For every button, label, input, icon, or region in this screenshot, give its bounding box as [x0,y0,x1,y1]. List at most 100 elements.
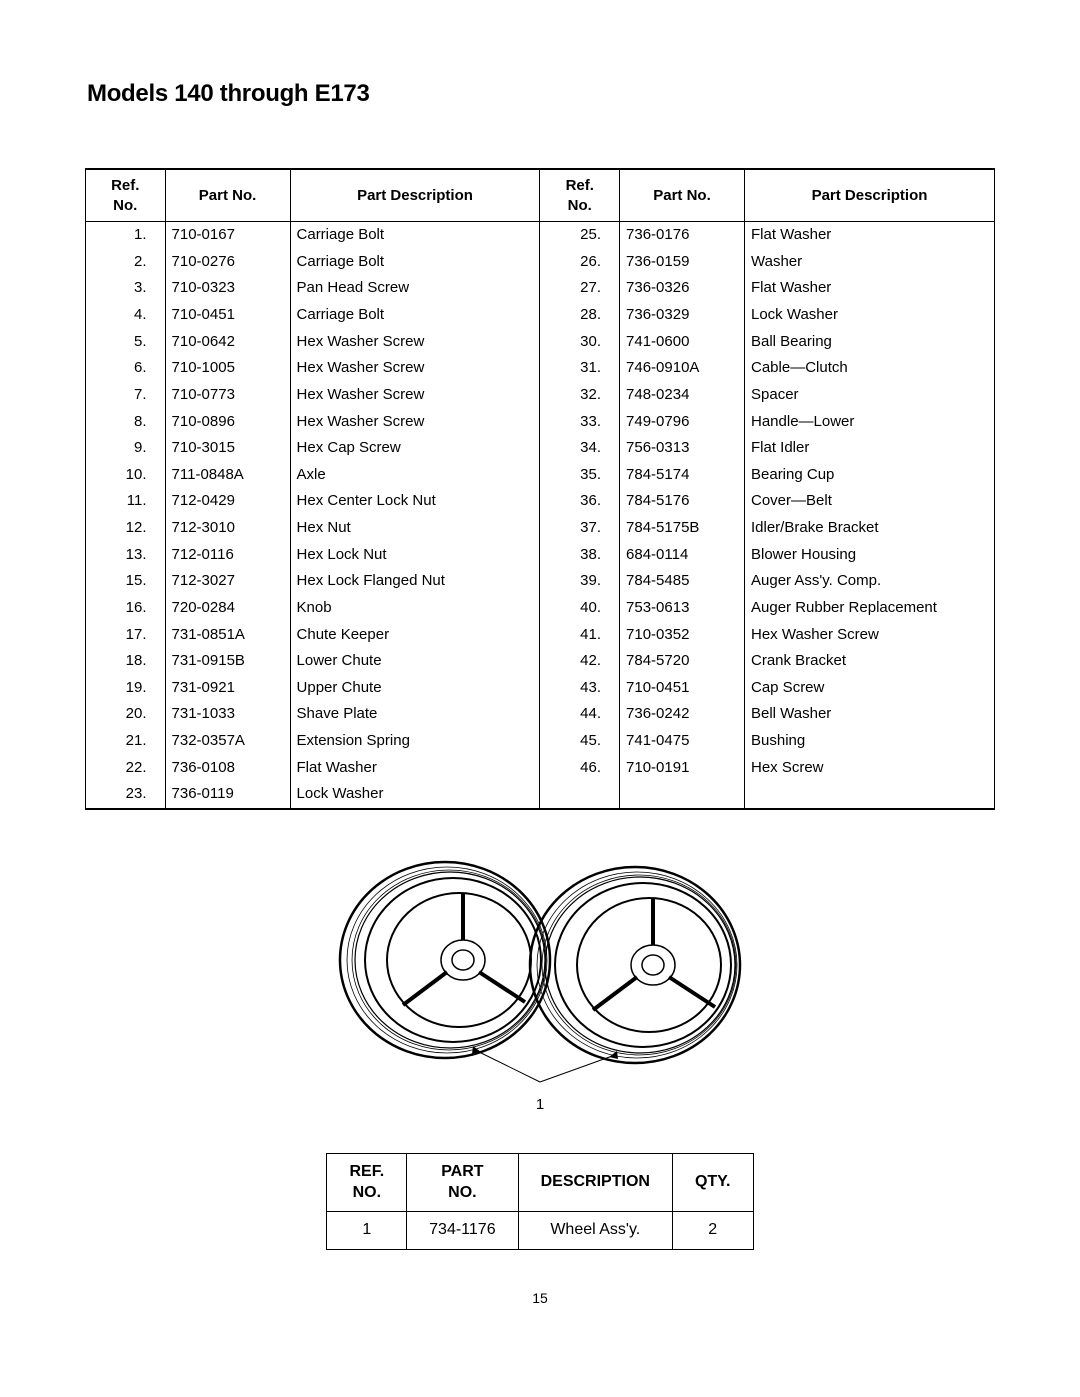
cell-partno: 710-0276 [165,249,290,276]
assy-row: 1 734-1176 Wheel Ass'y. 2 [327,1212,753,1250]
cell-desc: Hex Washer Screw [290,329,540,356]
cell-desc: Ball Bearing [745,329,995,356]
cell-desc: Flat Washer [290,755,540,782]
assembly-table: REF.NO. PARTNO. DESCRIPTION QTY. 1 734-1… [326,1153,753,1250]
cell-ref: 38. [540,542,620,569]
cell-ref: 25. [540,222,620,249]
cell-ref: 37. [540,515,620,542]
th-desc-right: Part Description [745,169,995,222]
cell-desc: Axle [290,462,540,489]
cell-partno: 784-5720 [620,648,745,675]
parts-table: Ref.No. Part No. Part Description Ref.No… [85,168,995,810]
cell-ref: 6. [86,355,166,382]
cell-ref: 31. [540,355,620,382]
figure-label: 1 [85,1096,995,1113]
table-row: 19.731-0921Upper Chute43.710-0451Cap Scr… [86,675,995,702]
cell-ref: 42. [540,648,620,675]
cell-desc: Cover—Belt [745,488,995,515]
cell-desc: Auger Ass'y. Comp. [745,568,995,595]
cell-partno: 736-0159 [620,249,745,276]
cell-desc: Shave Plate [290,701,540,728]
cell-partno: 736-0242 [620,701,745,728]
cell-partno: 720-0284 [165,595,290,622]
table-row: 21.732-0357AExtension Spring45.741-0475B… [86,728,995,755]
table-row: 5.710-0642Hex Washer Screw30.741-0600Bal… [86,329,995,356]
cell-ref: 30. [540,329,620,356]
cell-ref: 41. [540,621,620,648]
table-row: 10.711-0848AAxle35.784-5174Bearing Cup [86,462,995,489]
cell-partno: 710-0352 [620,621,745,648]
cell-partno: 736-0329 [620,302,745,329]
cell-partno [620,781,745,809]
cell-ref: 1. [86,222,166,249]
cell-partno: 784-5485 [620,568,745,595]
wheel-figure: 1 [85,850,995,1113]
cell-partno: 710-1005 [165,355,290,382]
assy-th-desc: DESCRIPTION [518,1153,672,1212]
assy-th-partno: PARTNO. [407,1153,518,1212]
cell-ref: 32. [540,382,620,409]
table-row: 8.710-0896Hex Washer Screw33.749-0796Han… [86,408,995,435]
cell-ref: 9. [86,435,166,462]
cell-desc: Chute Keeper [290,621,540,648]
cell-desc: Bearing Cup [745,462,995,489]
cell-ref [540,781,620,809]
cell-desc: Pan Head Screw [290,275,540,302]
cell-partno: 710-0323 [165,275,290,302]
table-row: 16.720-0284Knob40.753-0613Auger Rubber R… [86,595,995,622]
cell-desc: Bell Washer [745,701,995,728]
cell-ref: 33. [540,408,620,435]
cell-desc: Bushing [745,728,995,755]
table-row: 12.712-3010Hex Nut37.784-5175BIdler/Brak… [86,515,995,542]
cell-desc: Cable—Clutch [745,355,995,382]
cell-ref: 8. [86,408,166,435]
cell-desc: Idler/Brake Bracket [745,515,995,542]
th-ref-right: Ref.No. [540,169,620,222]
cell-ref: 3. [86,275,166,302]
table-row: 22.736-0108Flat Washer46.710-0191Hex Scr… [86,755,995,782]
cell-partno: 784-5174 [620,462,745,489]
cell-desc: Hex Lock Nut [290,542,540,569]
cell-ref: 5. [86,329,166,356]
cell-ref: 10. [86,462,166,489]
cell-ref: 20. [86,701,166,728]
cell-partno: 748-0234 [620,382,745,409]
cell-ref: 4. [86,302,166,329]
cell-partno: 710-0451 [165,302,290,329]
cell-ref: 27. [540,275,620,302]
assy-th-ref: REF.NO. [327,1153,407,1212]
cell-ref: 22. [86,755,166,782]
table-row: 2.710-0276Carriage Bolt26.736-0159Washer [86,249,995,276]
cell-desc: Hex Washer Screw [290,355,540,382]
cell-desc: Flat Washer [745,275,995,302]
table-row: 17.731-0851AChute Keeper41.710-0352Hex W… [86,621,995,648]
cell-desc: Hex Washer Screw [745,621,995,648]
assy-qty: 2 [672,1212,753,1250]
cell-desc: Hex Washer Screw [290,382,540,409]
assy-th-qty: QTY. [672,1153,753,1212]
table-row: 11.712-0429Hex Center Lock Nut36.784-517… [86,488,995,515]
th-ref-left: Ref.No. [86,169,166,222]
cell-partno: 711-0848A [165,462,290,489]
cell-partno: 736-0108 [165,755,290,782]
cell-desc: Carriage Bolt [290,302,540,329]
cell-ref: 13. [86,542,166,569]
cell-partno: 732-0357A [165,728,290,755]
cell-desc: Hex Center Lock Nut [290,488,540,515]
th-partno-right: Part No. [620,169,745,222]
cell-desc: Flat Idler [745,435,995,462]
cell-partno: 731-1033 [165,701,290,728]
cell-desc: Flat Washer [745,222,995,249]
cell-ref: 28. [540,302,620,329]
cell-desc: Crank Bracket [745,648,995,675]
table-row: 6.710-1005Hex Washer Screw31.746-0910ACa… [86,355,995,382]
cell-partno: 746-0910A [620,355,745,382]
table-row: 20.731-1033Shave Plate44.736-0242Bell Wa… [86,701,995,728]
cell-ref: 17. [86,621,166,648]
cell-desc: Carriage Bolt [290,222,540,249]
cell-partno: 710-0642 [165,329,290,356]
cell-desc: Hex Cap Screw [290,435,540,462]
page-title: Models 140 through E173 [87,80,995,108]
table-row: 23.736-0119Lock Washer [86,781,995,809]
cell-ref: 23. [86,781,166,809]
